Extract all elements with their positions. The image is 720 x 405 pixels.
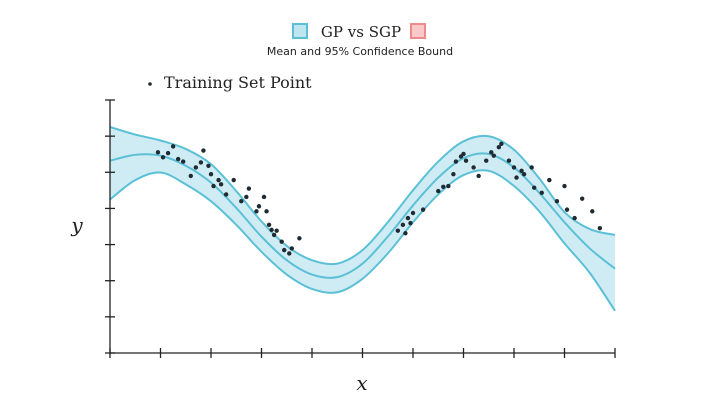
training-point bbox=[246, 186, 252, 191]
training-point bbox=[256, 204, 262, 209]
training-point bbox=[514, 175, 519, 180]
training-point bbox=[208, 172, 214, 177]
training-point bbox=[590, 209, 595, 214]
training-point bbox=[223, 192, 229, 197]
training-point bbox=[400, 222, 406, 228]
training-point bbox=[239, 199, 244, 204]
training-point bbox=[193, 165, 199, 170]
training-point bbox=[216, 177, 221, 183]
training-point bbox=[274, 228, 279, 233]
training-point bbox=[506, 158, 512, 163]
training-point bbox=[532, 185, 537, 190]
points-legend: Training Set Point bbox=[148, 73, 312, 92]
training-point bbox=[160, 155, 166, 160]
y-axis-label: y bbox=[70, 213, 83, 237]
chart-title: GP vs SGP bbox=[321, 23, 401, 41]
training-point bbox=[597, 225, 603, 231]
training-point bbox=[170, 144, 176, 149]
training-point bbox=[519, 168, 524, 174]
training-point bbox=[289, 246, 294, 251]
training-point bbox=[165, 150, 171, 156]
training-point bbox=[539, 190, 544, 195]
training-point bbox=[266, 222, 272, 228]
training-point bbox=[463, 158, 469, 163]
training-point bbox=[564, 207, 570, 212]
legend-point-label: Training Set Point bbox=[164, 73, 312, 92]
confidence-band-0 bbox=[110, 126, 615, 311]
training-point bbox=[282, 247, 287, 253]
training-point bbox=[297, 236, 302, 241]
training-point bbox=[181, 159, 186, 164]
training-point bbox=[484, 158, 489, 163]
chart-subtitle: Mean and 95% Confidence Bound bbox=[267, 45, 453, 58]
legend-gp-swatch bbox=[292, 23, 308, 39]
x-axis-label: x bbox=[356, 371, 367, 395]
training-point bbox=[261, 194, 267, 200]
training-point bbox=[491, 153, 496, 158]
training-point bbox=[453, 159, 459, 164]
lower-bound-line-0 bbox=[109, 169, 616, 312]
training-point bbox=[405, 215, 411, 221]
training-point bbox=[554, 199, 560, 204]
training-point bbox=[231, 177, 236, 183]
training-point bbox=[499, 141, 504, 147]
training-point bbox=[271, 232, 277, 238]
training-point bbox=[572, 215, 577, 221]
chart-legend: GP vs SGP Mean and 95% Confidence Bound bbox=[267, 23, 453, 58]
training-point bbox=[201, 148, 206, 153]
training-point bbox=[461, 151, 466, 157]
training-point bbox=[529, 165, 534, 170]
training-point bbox=[562, 183, 567, 189]
training-point bbox=[206, 163, 211, 168]
training-point bbox=[436, 188, 441, 194]
training-point bbox=[451, 172, 456, 177]
training-point bbox=[175, 156, 181, 162]
legend-sgp-swatch bbox=[410, 23, 426, 39]
training-point bbox=[218, 182, 224, 187]
training-point bbox=[403, 231, 408, 236]
training-point bbox=[446, 183, 451, 189]
plot-area bbox=[105, 99, 616, 358]
training-point bbox=[489, 150, 494, 155]
training-point bbox=[496, 145, 502, 150]
training-point bbox=[264, 209, 269, 214]
training-point bbox=[579, 196, 585, 201]
mean-line-0 bbox=[109, 152, 616, 279]
training-point bbox=[244, 194, 249, 200]
training-point bbox=[410, 210, 416, 216]
training-point bbox=[188, 173, 193, 179]
training-point bbox=[287, 251, 292, 256]
training-point bbox=[155, 150, 161, 155]
training-point bbox=[441, 184, 446, 190]
training-point bbox=[395, 228, 401, 233]
training-point bbox=[198, 160, 204, 165]
legend-point-marker bbox=[148, 82, 152, 86]
training-point bbox=[269, 227, 274, 233]
training-point bbox=[279, 239, 284, 244]
training-point bbox=[471, 165, 476, 170]
training-point bbox=[511, 165, 517, 170]
training-point bbox=[547, 177, 552, 183]
training-point bbox=[521, 172, 527, 177]
training-point bbox=[254, 209, 259, 214]
training-point bbox=[420, 207, 426, 212]
training-point bbox=[408, 220, 413, 226]
training-point bbox=[211, 183, 216, 189]
training-point bbox=[476, 173, 481, 179]
